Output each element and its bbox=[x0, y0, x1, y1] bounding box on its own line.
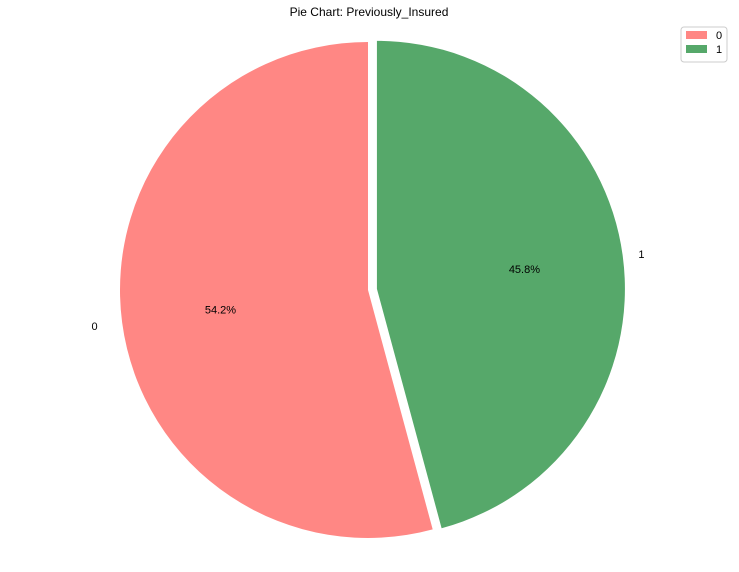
slice-label-1: 1 bbox=[638, 249, 644, 261]
chart-title: Pie Chart: Previously_Insured bbox=[290, 5, 449, 19]
legend-label-1: 1 bbox=[716, 44, 722, 56]
legend-label-0: 0 bbox=[716, 30, 722, 42]
legend: 01 bbox=[680, 26, 728, 63]
pie-slices bbox=[120, 40, 625, 539]
pie-labels: 0 54.2% 1 45.8% bbox=[91, 249, 644, 333]
legend-swatch-0 bbox=[686, 31, 707, 39]
pie-slice-1 bbox=[376, 40, 625, 529]
legend-swatch-1 bbox=[686, 45, 707, 53]
pct-label-1: 45.8% bbox=[509, 264, 540, 276]
pct-label-0: 54.2% bbox=[205, 305, 236, 317]
pie-slice-0 bbox=[120, 42, 433, 539]
slice-label-0: 0 bbox=[91, 321, 97, 333]
legend-entries: 01 bbox=[686, 30, 722, 56]
